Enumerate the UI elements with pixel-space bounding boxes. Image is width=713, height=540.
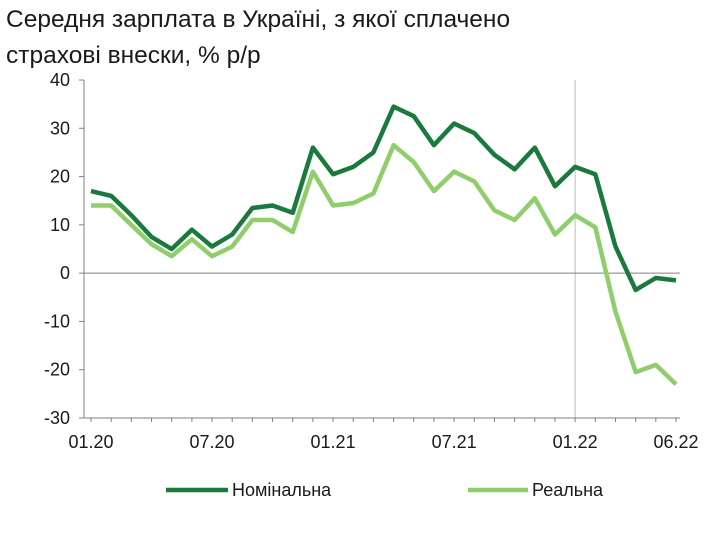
y-tick-label: 0 xyxy=(60,263,70,283)
y-tick-label: 40 xyxy=(50,70,70,90)
x-tick-label: 07.20 xyxy=(190,432,235,452)
y-tick-label: 20 xyxy=(50,167,70,187)
x-tick-label: 07.21 xyxy=(432,432,477,452)
x-tick-label: 06.22 xyxy=(653,432,698,452)
series-line-nominal xyxy=(90,104,677,293)
chart-title-line-2: страхові внески, % р/р xyxy=(6,42,261,69)
y-tick-label: -10 xyxy=(44,311,70,331)
legend-label-real: Реальна xyxy=(532,480,604,500)
y-tick-label: -20 xyxy=(44,360,70,380)
x-tick-label: 01.22 xyxy=(553,432,598,452)
y-tick-label: 10 xyxy=(50,215,70,235)
y-tick-label: -30 xyxy=(44,408,70,428)
y-tick-label: 30 xyxy=(50,118,70,138)
chart-title: Середня зарплата в Україні, з якої сплач… xyxy=(6,2,706,74)
x-tick-label: 01.20 xyxy=(68,432,113,452)
x-tick-label: 01.21 xyxy=(311,432,356,452)
chart-title-line-1: Середня зарплата в Україні, з якої сплач… xyxy=(6,6,511,33)
legend-label-nominal: Номінальна xyxy=(232,480,332,500)
series-line-real xyxy=(91,142,678,386)
